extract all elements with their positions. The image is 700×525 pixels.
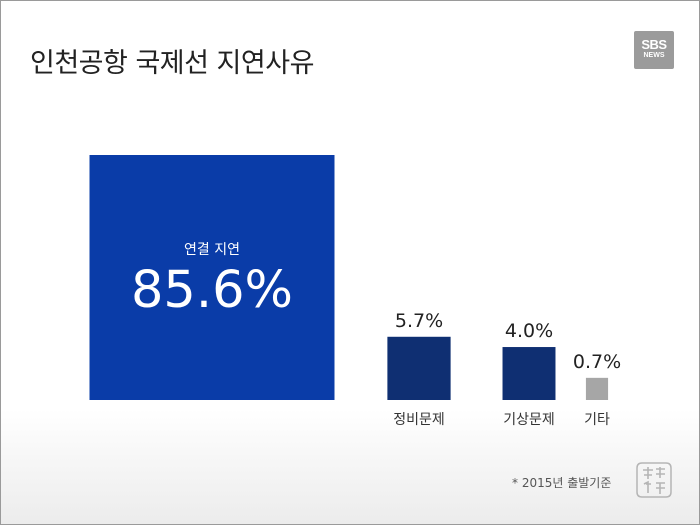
logo-line2: NEWS: [643, 52, 665, 59]
value-label-1: 5.7%: [395, 310, 443, 332]
artist-seal-icon: [636, 462, 672, 498]
square-3: [585, 377, 609, 400]
footnote: * 2015년 출발기준: [512, 476, 612, 490]
category-label-2: 기상문제: [503, 412, 555, 428]
page-title: 인천공항 국제선 지연사유: [30, 48, 314, 79]
category-label-1: 정비문제: [393, 412, 445, 428]
square-0: [89, 155, 335, 400]
value-label-3: 0.7%: [573, 351, 621, 373]
value-label-0: 85.6%: [131, 261, 293, 320]
square-2: [502, 347, 556, 400]
sbs-news-logo: SBS NEWS: [634, 31, 674, 69]
value-label-2: 4.0%: [505, 320, 553, 342]
category-label-0: 연결 지연: [184, 242, 240, 258]
logo-line1: SBS: [641, 37, 667, 52]
category-label-3: 기타: [584, 412, 610, 428]
square-1: [387, 336, 451, 400]
